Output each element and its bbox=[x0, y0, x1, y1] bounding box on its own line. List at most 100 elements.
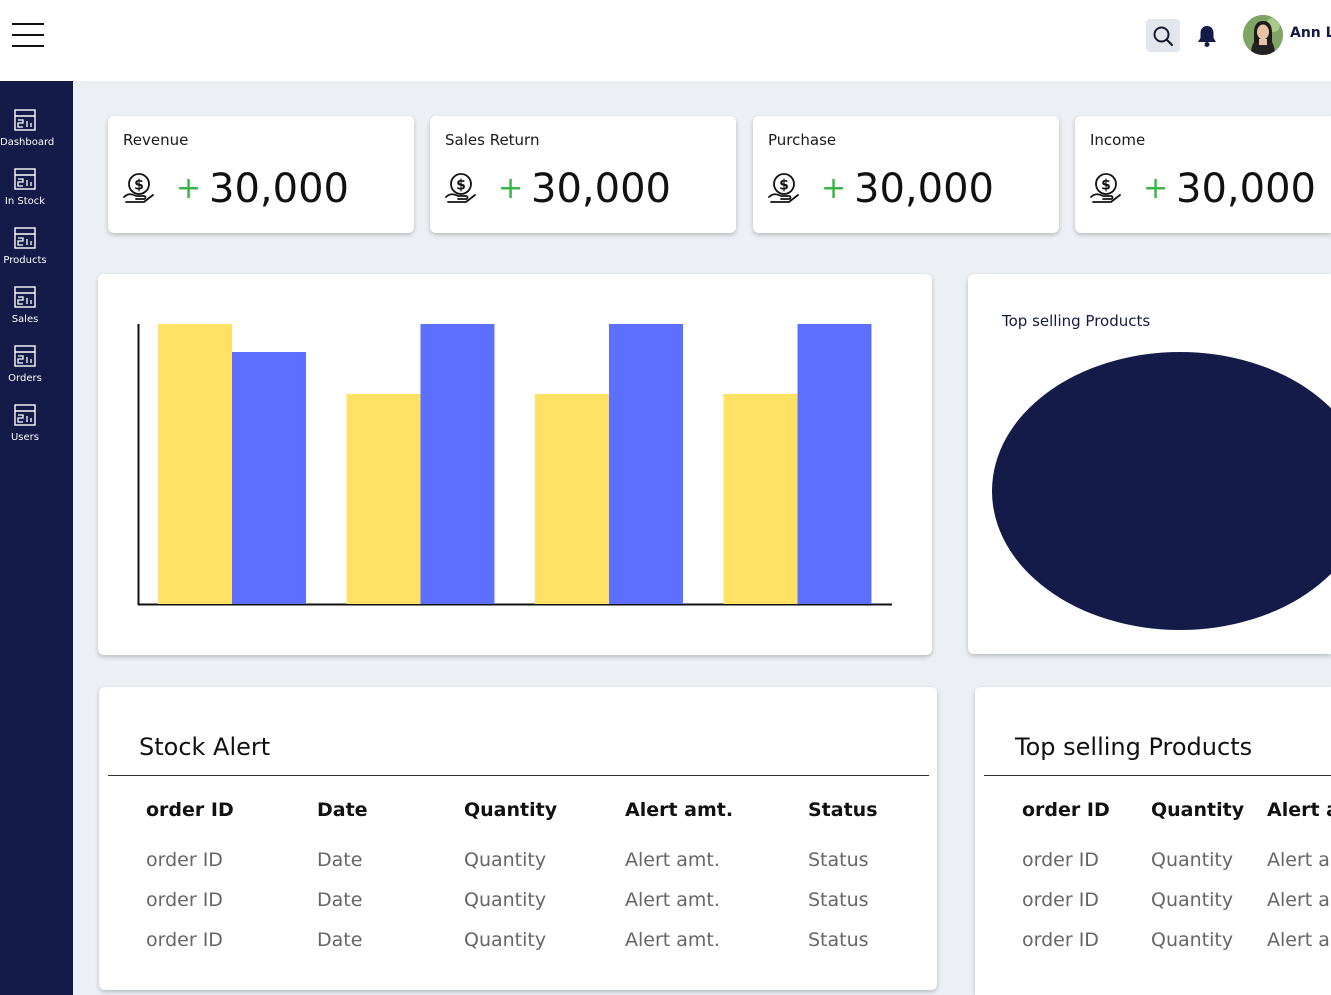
bar-series-b-3 bbox=[609, 324, 683, 604]
table-cell: order ID bbox=[146, 849, 223, 871]
stat-change-sign: + bbox=[498, 171, 524, 206]
table-cell: Date bbox=[317, 849, 363, 871]
stat-card-income[interactable]: Income $ + 30,000 bbox=[1075, 116, 1331, 233]
table-cell: Alert amt. bbox=[1267, 849, 1331, 871]
money-hand-icon: $ bbox=[445, 173, 476, 203]
sidebar-item-label: Dashboard bbox=[0, 137, 55, 148]
stat-change-sign: + bbox=[1143, 171, 1169, 206]
table-cell: Alert amt. bbox=[625, 889, 720, 911]
bell-icon[interactable] bbox=[1196, 24, 1218, 48]
divider bbox=[108, 775, 929, 776]
sidebar-item-dashboard[interactable]: Dashboard bbox=[0, 109, 73, 159]
table-cell: Quantity bbox=[464, 929, 547, 951]
table-cell: order ID bbox=[146, 889, 223, 911]
users-icon bbox=[14, 404, 36, 426]
pie-chart-card: Top selling Products bbox=[968, 274, 1331, 654]
bar-series-b-1 bbox=[232, 352, 306, 604]
money-hand-icon: $ bbox=[768, 173, 799, 203]
stat-value: 30,000 bbox=[531, 166, 671, 212]
stat-value: 30,000 bbox=[854, 166, 994, 212]
bar-series-a-3 bbox=[535, 394, 609, 604]
column-header: Date bbox=[317, 799, 368, 821]
column-header: order ID bbox=[146, 799, 234, 821]
avatar[interactable] bbox=[1243, 15, 1283, 55]
bar-series-b-2 bbox=[420, 324, 495, 604]
table-cell: Quantity bbox=[464, 849, 547, 871]
search-button[interactable] bbox=[1146, 19, 1180, 52]
sidebar-item-products[interactable]: Products bbox=[0, 227, 73, 277]
stock-alert-card: Stock Alert order ID Date Quantity Alert… bbox=[99, 687, 937, 990]
in-stock-icon bbox=[14, 168, 36, 190]
sidebar-item-label: Sales bbox=[11, 314, 39, 325]
products-icon bbox=[14, 227, 36, 249]
table-cell: Alert amt. bbox=[625, 929, 720, 951]
table-cell: Date bbox=[317, 929, 363, 951]
top-selling-table-title: Top selling Products bbox=[1015, 733, 1253, 761]
table-cell: order ID bbox=[146, 929, 223, 951]
stat-card-purchase[interactable]: Purchase $ + 30,000 bbox=[753, 116, 1059, 233]
table-cell: Alert amt. bbox=[625, 849, 720, 871]
column-header: order ID bbox=[1022, 799, 1110, 821]
pie-chart-title: Top selling Products bbox=[1002, 312, 1151, 330]
table-cell: Date bbox=[317, 889, 363, 911]
column-header: Quantity bbox=[1151, 799, 1245, 821]
money-hand-icon: $ bbox=[123, 173, 154, 203]
table-cell: order ID bbox=[1022, 849, 1099, 871]
table-cell: Quantity bbox=[1151, 929, 1234, 951]
bar-chart-card bbox=[98, 274, 932, 655]
orders-icon bbox=[14, 345, 36, 367]
user-name[interactable]: Ann Lee bbox=[1290, 25, 1331, 41]
top-bar: Ann Lee bbox=[0, 0, 1331, 81]
sidebar-item-label: Products bbox=[3, 255, 47, 266]
stat-label: Sales Return bbox=[445, 131, 540, 149]
money-hand-icon: $ bbox=[1090, 173, 1121, 203]
stat-label: Revenue bbox=[123, 131, 189, 149]
table-cell: order ID bbox=[1022, 889, 1099, 911]
table-cell: Status bbox=[808, 849, 869, 871]
bar-series-b-4 bbox=[797, 324, 872, 604]
stat-value: 30,000 bbox=[1176, 166, 1316, 212]
svg-text:$: $ bbox=[1101, 178, 1111, 194]
top-selling-table-card: Top selling Products order ID Quantity A… bbox=[975, 687, 1331, 995]
column-header: Quantity bbox=[464, 799, 558, 821]
table-cell: order ID bbox=[1022, 929, 1099, 951]
stock-alert-title: Stock Alert bbox=[139, 733, 271, 761]
bar-series-a-1 bbox=[158, 324, 232, 604]
table-cell: Quantity bbox=[464, 889, 547, 911]
sidebar-item-label: In Stock bbox=[4, 196, 46, 207]
sidebar-item-orders[interactable]: Orders bbox=[0, 345, 73, 395]
hamburger-menu-icon[interactable] bbox=[12, 22, 44, 48]
svg-text:$: $ bbox=[134, 178, 144, 194]
svg-text:$: $ bbox=[779, 178, 789, 194]
search-icon bbox=[1153, 26, 1174, 46]
table-cell: Alert amt. bbox=[1267, 889, 1331, 911]
svg-text:$: $ bbox=[456, 178, 466, 194]
sidebar-item-sales[interactable]: Sales bbox=[0, 286, 73, 336]
table-cell: Status bbox=[808, 929, 869, 951]
stat-label: Purchase bbox=[768, 131, 837, 149]
column-header: Alert amt. bbox=[625, 799, 734, 821]
stat-label: Income bbox=[1090, 131, 1146, 149]
dashboard-icon bbox=[14, 109, 36, 131]
stat-change-sign: + bbox=[821, 171, 847, 206]
bar-series-a-2 bbox=[346, 394, 421, 604]
stat-value: 30,000 bbox=[209, 166, 349, 212]
sidebar-item-label: Orders bbox=[8, 373, 42, 384]
stat-change-sign: + bbox=[176, 171, 202, 206]
divider bbox=[984, 775, 1331, 776]
table-cell: Quantity bbox=[1151, 889, 1234, 911]
pie-slice-1 bbox=[992, 352, 1331, 630]
pie-chart bbox=[992, 352, 1331, 630]
table-cell: Status bbox=[808, 889, 869, 911]
column-header: Status bbox=[808, 799, 878, 821]
sidebar: Dashboard In Stock Products Sales bbox=[0, 81, 73, 995]
sales-icon bbox=[14, 286, 36, 308]
stat-card-revenue[interactable]: Revenue $ + 30,000 bbox=[108, 116, 414, 233]
bar-chart bbox=[137, 324, 892, 606]
sidebar-item-in-stock[interactable]: In Stock bbox=[0, 168, 73, 218]
sidebar-item-label: Users bbox=[10, 432, 39, 443]
sidebar-item-users[interactable]: Users bbox=[0, 404, 73, 454]
stat-card-sales-return[interactable]: Sales Return $ + 30,000 bbox=[430, 116, 736, 233]
table-cell: Quantity bbox=[1151, 849, 1234, 871]
column-header: Alert amt. bbox=[1267, 799, 1331, 821]
